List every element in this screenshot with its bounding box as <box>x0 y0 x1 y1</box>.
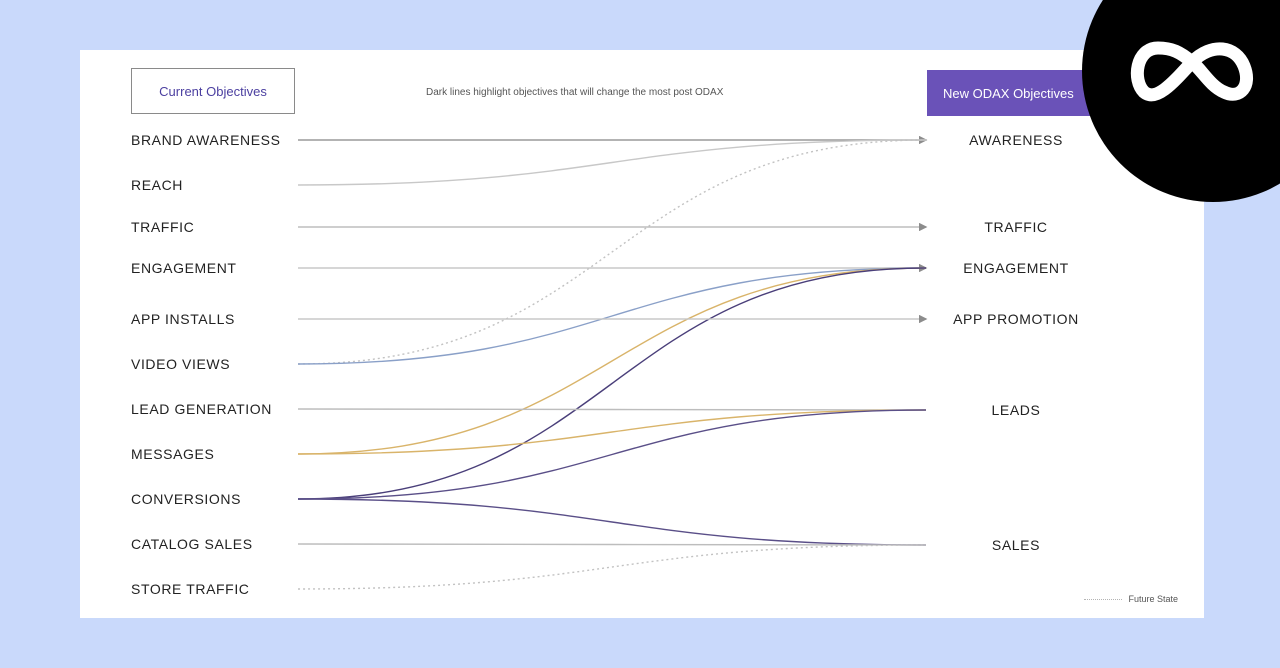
current-objective-conversions: CONVERSIONS <box>131 491 242 507</box>
flow-conversions-to-leads <box>297 409 927 500</box>
flow-lines <box>297 135 928 590</box>
flow-video-views-to-engagement <box>297 267 927 365</box>
current-objective-lead-generation: LEAD GENERATION <box>131 401 272 417</box>
flow-reach-to-awareness <box>297 139 927 186</box>
new-objective-traffic: TRAFFIC <box>984 219 1048 235</box>
current-objective-messages: MESSAGES <box>131 446 215 462</box>
current-objective-store-traffic: STORE TRAFFIC <box>131 581 250 597</box>
flow-video-views-to-awareness <box>297 139 927 365</box>
new-objective-app-promotion: APP PROMOTION <box>953 311 1079 327</box>
current-objective-app-installs: APP INSTALLS <box>131 311 235 327</box>
current-objective-engagement: ENGAGEMENT <box>131 260 237 276</box>
meta-infinity-icon <box>1130 41 1253 102</box>
current-objective-traffic: TRAFFIC <box>131 219 195 235</box>
new-objective-sales: SALES <box>991 537 1041 553</box>
flow-conversions-to-engagement <box>297 267 927 500</box>
new-objective-engagement: ENGAGEMENT <box>963 260 1069 276</box>
new-objective-leads: LEADS <box>991 402 1041 418</box>
current-objectives-box: Current Objectives <box>131 68 295 114</box>
flow-catalog-sales-to-sales <box>297 543 927 546</box>
current-objective-reach: REACH <box>131 177 184 193</box>
current-objective-video-views: VIDEO VIEWS <box>131 356 231 372</box>
highlight-note: Dark lines highlight objectives that wil… <box>426 87 724 98</box>
current-objective-brand-awareness: BRAND AWARENESS <box>131 132 281 148</box>
flow-lead-generation-to-leads <box>297 408 927 411</box>
legend: Future State <box>1084 594 1178 604</box>
objectives-diagram-card: Current Objectives Dark lines highlight … <box>80 50 1204 618</box>
new-objective-awareness: AWARENESS <box>969 132 1063 148</box>
flow-messages-to-engagement <box>297 267 927 455</box>
current-objectives-title: Current Objectives <box>159 83 267 99</box>
current-objective-catalog-sales: CATALOG SALES <box>131 536 253 552</box>
new-objectives-title: New ODAX Objectives <box>943 85 1074 101</box>
flow-store-traffic-to-sales <box>297 544 927 590</box>
flow-messages-to-leads <box>297 409 927 455</box>
flow-conversions-to-sales <box>297 498 927 546</box>
legend-dotted-line <box>1084 598 1123 600</box>
legend-label: Future State <box>1128 594 1178 604</box>
